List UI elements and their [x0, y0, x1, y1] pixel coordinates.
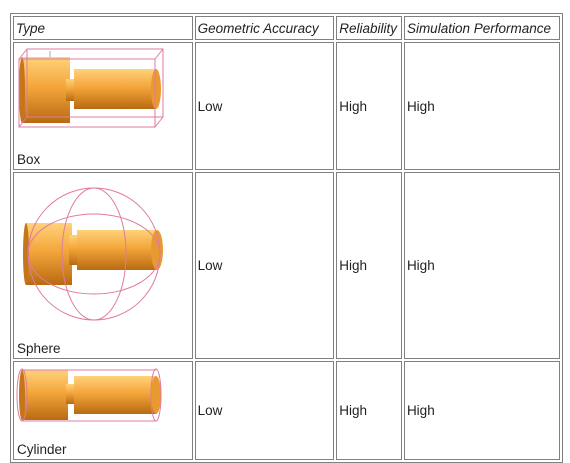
reliability-cell: High [336, 361, 402, 460]
accuracy-cell: Low [194, 172, 335, 359]
performance-cell: High [403, 172, 560, 359]
accuracy-cell: Low [194, 361, 335, 460]
sphere-collision-shape-image [23, 187, 163, 321]
table-row: Sphere Low High High [13, 172, 560, 359]
table-row: Cylinder Low High High [13, 361, 560, 460]
reliability-cell: High [336, 42, 402, 170]
reliability-cell: High [336, 172, 402, 359]
type-cell-cylinder: Cylinder [13, 361, 193, 460]
type-cell-box: Box [13, 42, 193, 170]
collision-shape-table: Type Geometric Accuracy Reliability Simu… [10, 13, 563, 463]
type-cell-sphere: Sphere [13, 172, 193, 359]
type-label-sphere: Sphere [17, 341, 61, 356]
table-row: Box Low High High [13, 42, 560, 170]
header-reliability: Reliability [336, 16, 402, 40]
performance-cell: High [403, 361, 560, 460]
header-geometric-accuracy: Geometric Accuracy [194, 16, 335, 40]
box-collision-shape-image [18, 48, 164, 128]
type-label-cylinder: Cylinder [17, 442, 67, 457]
cylinder-collision-shape-image [16, 368, 162, 422]
type-label-box: Box [17, 152, 41, 167]
header-row: Type Geometric Accuracy Reliability Simu… [13, 16, 560, 40]
performance-cell: High [403, 42, 560, 170]
accuracy-cell: Low [194, 42, 335, 170]
header-simulation-performance: Simulation Performance [403, 16, 560, 40]
header-type: Type [13, 16, 193, 40]
